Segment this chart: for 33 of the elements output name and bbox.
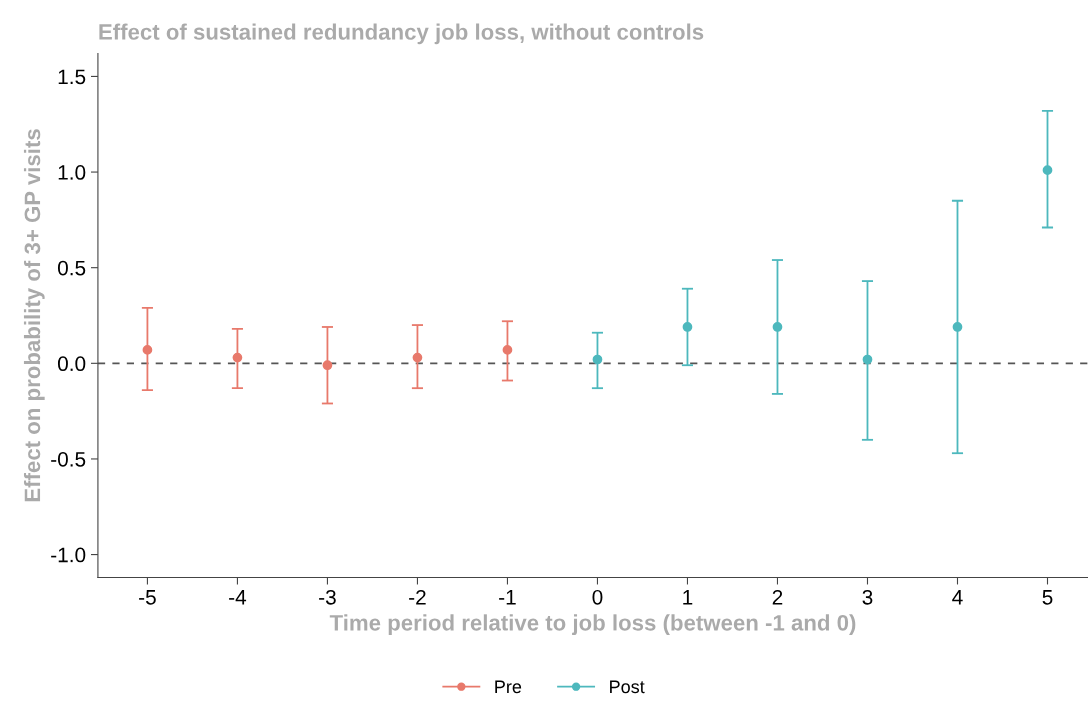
- x-tick-label: 1: [683, 590, 693, 605]
- x-tick-label: -2: [409, 589, 426, 605]
- chart-title: Effect of sustained redundancy job loss, without controls: [99, 23, 704, 45]
- x-axis-title: Time period relative to job loss (between -1 and 0): [329, 614, 856, 636]
- point: [772, 322, 783, 332]
- y-tick-label: 0.5: [57, 260, 86, 276]
- y-tick-label: 0.0: [57, 356, 86, 372]
- point: [232, 352, 243, 363]
- legend-label: Post: [610, 680, 645, 694]
- point: [682, 322, 693, 332]
- y-tick-label: -0.5: [51, 451, 86, 467]
- y-tick-label: 1.0: [58, 165, 86, 180]
- x-tick-label: -1: [499, 590, 516, 605]
- point: [952, 322, 963, 332]
- point: [142, 345, 153, 355]
- y-tick-label: 1.5: [58, 69, 86, 85]
- x-tick-label: 5: [1042, 590, 1053, 605]
- x-tick-label: 2: [772, 589, 783, 605]
- x-tick-label: 4: [952, 590, 963, 605]
- x-tick-label: -4: [229, 590, 247, 605]
- point: [592, 354, 603, 365]
- x-tick-label: -5: [139, 590, 156, 605]
- legend-label: Pre: [495, 680, 522, 694]
- x-tick-label: -3: [319, 589, 336, 605]
- x-tick-label: 3: [862, 589, 873, 605]
- point: [862, 354, 873, 365]
- point: [322, 360, 333, 371]
- point: [502, 345, 513, 355]
- x-tick-label: 0: [592, 589, 603, 605]
- y-axis-title: Effect on probability of 3+ GP visits: [23, 129, 45, 502]
- y-tick-label: -1.0: [51, 547, 86, 563]
- point: [412, 352, 423, 363]
- point: [1042, 165, 1053, 176]
